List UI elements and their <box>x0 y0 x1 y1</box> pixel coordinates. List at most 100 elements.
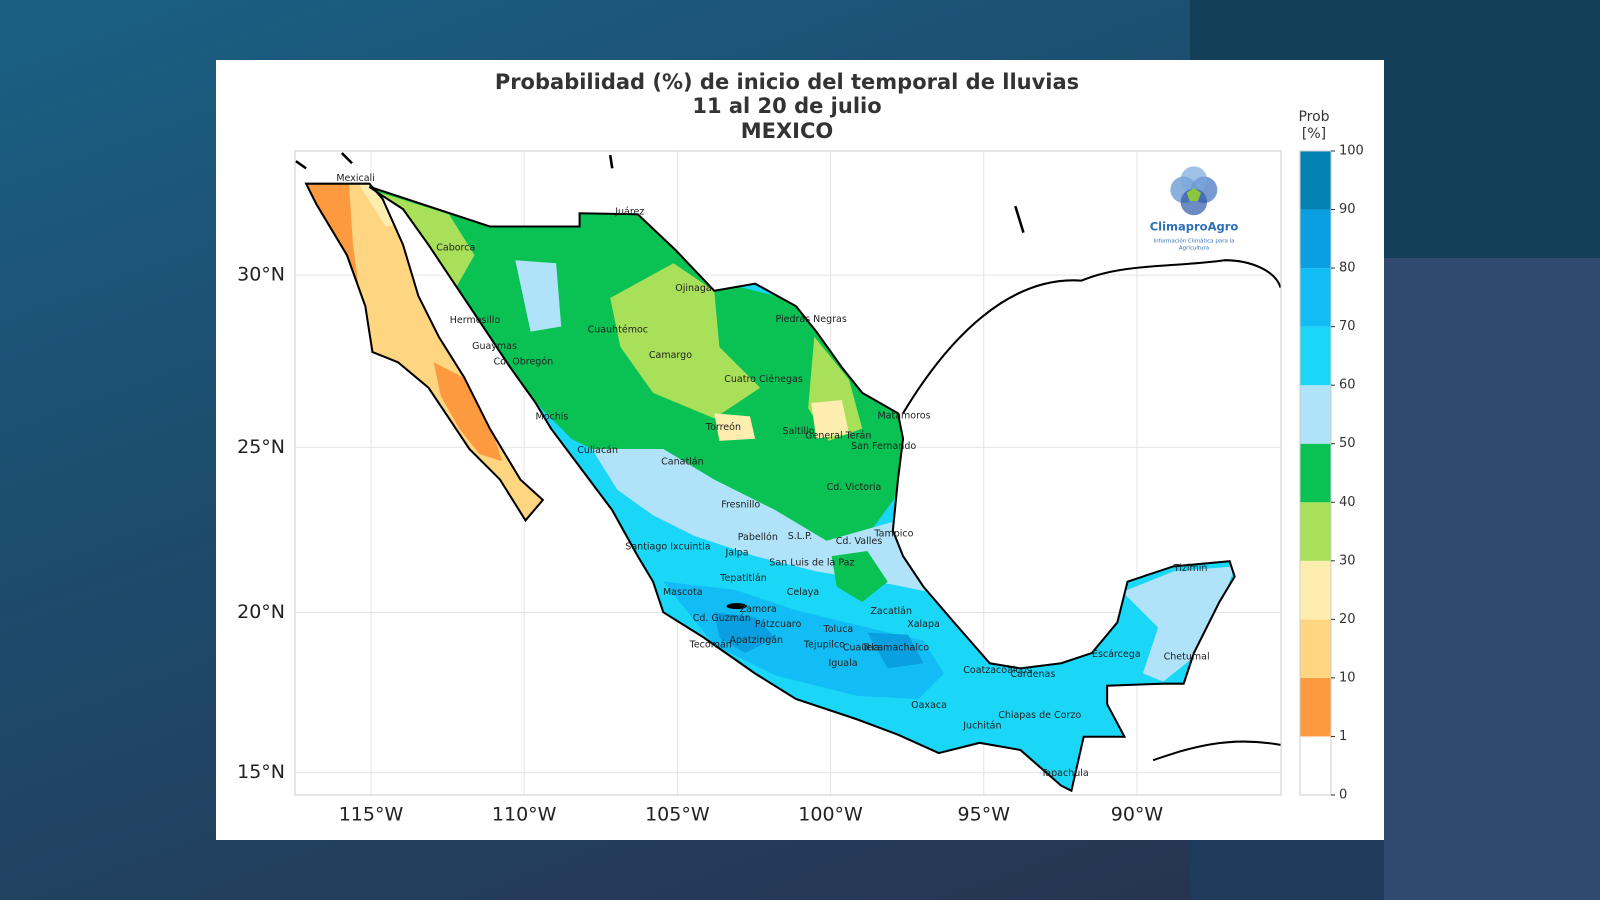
city-label: Oaxaca <box>911 700 947 711</box>
city-label: Zamora <box>740 604 777 615</box>
city-label: Matamoros <box>877 411 930 422</box>
colorbar-tick-label: 10 <box>1339 670 1356 685</box>
city-label: Torreón <box>705 422 741 433</box>
colorbar-tick-label: 50 <box>1339 436 1356 451</box>
city-label: Hermosillo <box>450 315 501 326</box>
colorbar-bin <box>1300 736 1331 795</box>
zone <box>714 413 756 441</box>
colorbar-tick-label: 60 <box>1339 378 1356 393</box>
city-label: Juárez <box>614 207 644 218</box>
city-label: Cuatro Ciénegas <box>724 374 803 385</box>
city-label: Pátzcuaro <box>755 619 802 630</box>
city-label: Mochis <box>536 412 569 423</box>
colorbar-tick-label: 100 <box>1339 144 1364 159</box>
city-label: Toluca <box>823 624 854 635</box>
city-label: Cd. Guzmán <box>693 613 751 624</box>
city-label: Tepatitlán <box>719 573 766 584</box>
city-label: Cárdenas <box>1010 669 1055 680</box>
colorbar-tick-label: 40 <box>1339 495 1356 510</box>
city-label: Tecamachalco <box>861 642 929 653</box>
x-tick-label: 90°W <box>1111 804 1164 826</box>
colorbar-bin <box>1300 443 1331 503</box>
colorbar-bin <box>1300 385 1331 444</box>
lake <box>295 152 1025 234</box>
colorbar-frame <box>1299 150 1332 796</box>
city-label: Cuauhtémoc <box>588 325 648 336</box>
zone <box>831 551 888 603</box>
city-label: Caborca <box>436 242 475 253</box>
x-tick-label: 105°W <box>645 804 710 826</box>
city-label: Iguala <box>828 658 857 669</box>
colorbar-tick-label: 20 <box>1339 612 1356 627</box>
colorbar-bin <box>1300 677 1331 737</box>
bg-panel <box>1384 258 1600 900</box>
logo-tagline: Agricultura <box>1179 246 1209 252</box>
zone <box>663 581 944 699</box>
y-tick-label: 25°N <box>237 436 285 458</box>
city-label: General Terán <box>805 431 871 442</box>
x-tick-label: 110°W <box>492 804 557 826</box>
zone <box>610 263 761 419</box>
zone <box>867 632 924 669</box>
city-label: San Luis de la Paz <box>769 557 854 568</box>
city-label: Juchitán <box>962 720 1001 731</box>
city-label: Ojinaga <box>675 283 711 294</box>
zone <box>811 399 849 439</box>
logo-name: ClimaproAgro <box>1150 220 1239 234</box>
coastline <box>368 185 1236 793</box>
city-label: Tejupilco <box>803 639 845 650</box>
colorbar-tick-label: 30 <box>1339 553 1356 568</box>
city-label: Chetumal <box>1164 652 1210 663</box>
city-label: Mexicali <box>336 173 374 184</box>
x-tick-label: 100°W <box>798 804 863 826</box>
zone <box>369 186 909 560</box>
city-label: Escárcega <box>1092 649 1141 660</box>
colorbar-bin <box>1300 619 1331 678</box>
y-tick-label: 20°N <box>237 601 285 623</box>
city-label: Xalapa <box>907 619 940 630</box>
city-label: Celaya <box>787 587 819 598</box>
city-label: Cd. Victoria <box>827 482 882 493</box>
colorbar-bin <box>1300 560 1331 620</box>
city-label: Tizimín <box>1173 563 1208 574</box>
city-label: Tecomán <box>689 639 732 650</box>
city-label: S.L.P. <box>788 531 813 542</box>
colorbar-bin <box>1300 268 1331 327</box>
city-label: Santiago Ixcuintla <box>625 542 710 553</box>
colorbar-tick-label: 0 <box>1339 788 1347 803</box>
city-label: Camargo <box>649 350 692 361</box>
title: Probabilidad (%) de inicio del temporal … <box>495 70 1079 94</box>
coast <box>1152 740 1281 762</box>
city-label: Chiapas de Corzo <box>998 710 1081 721</box>
x-tick-label: 95°W <box>958 804 1011 826</box>
logo-mark <box>1170 166 1218 216</box>
coastline <box>304 182 545 523</box>
city-label: Cd. Valles <box>836 536 882 547</box>
colorbar-tick-label: 90 <box>1339 202 1356 217</box>
colorbar-bin <box>1300 502 1331 561</box>
colorbar-tick-label: 70 <box>1339 319 1356 334</box>
colorbar-title: Prob <box>1298 109 1329 125</box>
colorbar-bin <box>1300 209 1331 269</box>
colorbar-title: [%] <box>1302 126 1326 142</box>
city-label: Tampico <box>873 528 913 539</box>
bg-panel <box>1190 840 1384 900</box>
colorbar-tick-label: 80 <box>1339 261 1356 276</box>
city-label: Canatlán <box>661 456 704 467</box>
y-tick-label: 15°N <box>237 761 285 783</box>
city-label: Cuautla <box>843 642 880 653</box>
city-label: Coatzacoalcos <box>963 665 1031 676</box>
zone <box>515 260 562 332</box>
title: 11 al 20 de julio <box>692 94 881 118</box>
logo-tagline: Información Climática para la <box>1153 238 1234 245</box>
city-label: Pabellón <box>738 532 778 543</box>
zone <box>714 612 776 654</box>
city-label: San Fernando <box>851 441 916 452</box>
zone <box>433 362 503 462</box>
city-label: Mascota <box>663 587 703 598</box>
y-tick-label: 30°N <box>237 264 285 286</box>
city-label: Fresnillo <box>721 500 760 511</box>
city-label: Tapachula <box>1040 768 1089 779</box>
